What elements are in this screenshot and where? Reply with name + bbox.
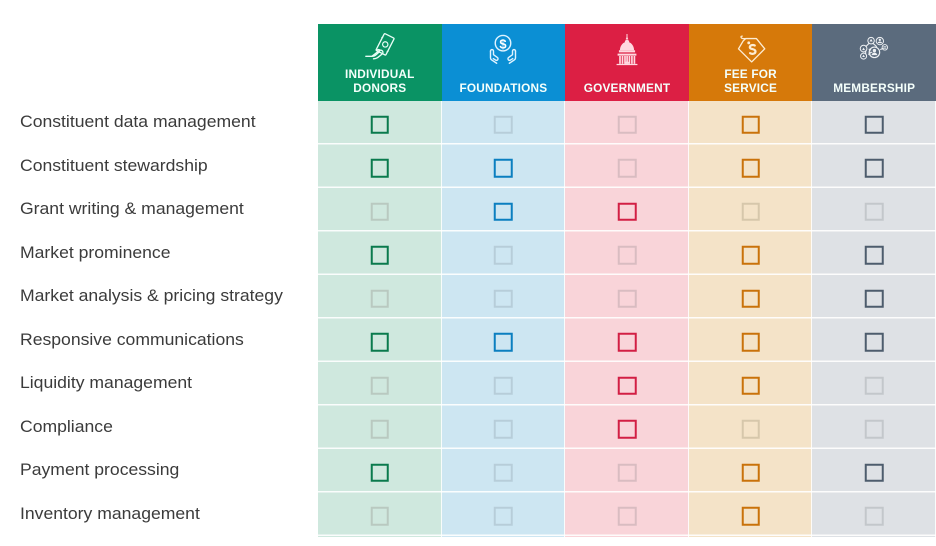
svg-text:$: $ (500, 36, 507, 51)
